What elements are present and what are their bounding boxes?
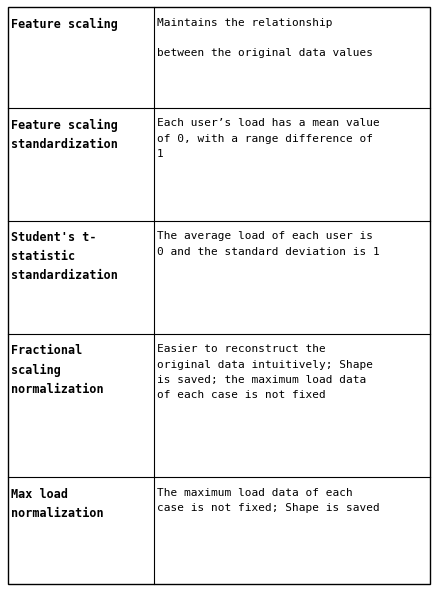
Text: Easier to reconstruct the
original data intuitively; Shape
is saved; the maximum: Easier to reconstruct the original data … — [157, 345, 373, 400]
Text: The maximum load data of each
case is not fixed; Shape is saved: The maximum load data of each case is no… — [157, 488, 380, 513]
Text: Fractional
scaling
normalization: Fractional scaling normalization — [11, 345, 104, 396]
Text: Feature scaling
standardization: Feature scaling standardization — [11, 118, 118, 151]
Text: The average load of each user is
0 and the standard deviation is 1: The average load of each user is 0 and t… — [157, 231, 380, 257]
Text: Feature scaling: Feature scaling — [11, 18, 118, 31]
Text: Each user’s load has a mean value
of 0, with a range difference of
1: Each user’s load has a mean value of 0, … — [157, 118, 380, 159]
Text: Student's t-
statistic
standardization: Student's t- statistic standardization — [11, 231, 118, 283]
Text: Maintains the relationship

between the original data values: Maintains the relationship between the o… — [157, 18, 373, 58]
Text: Max load
normalization: Max load normalization — [11, 488, 104, 520]
